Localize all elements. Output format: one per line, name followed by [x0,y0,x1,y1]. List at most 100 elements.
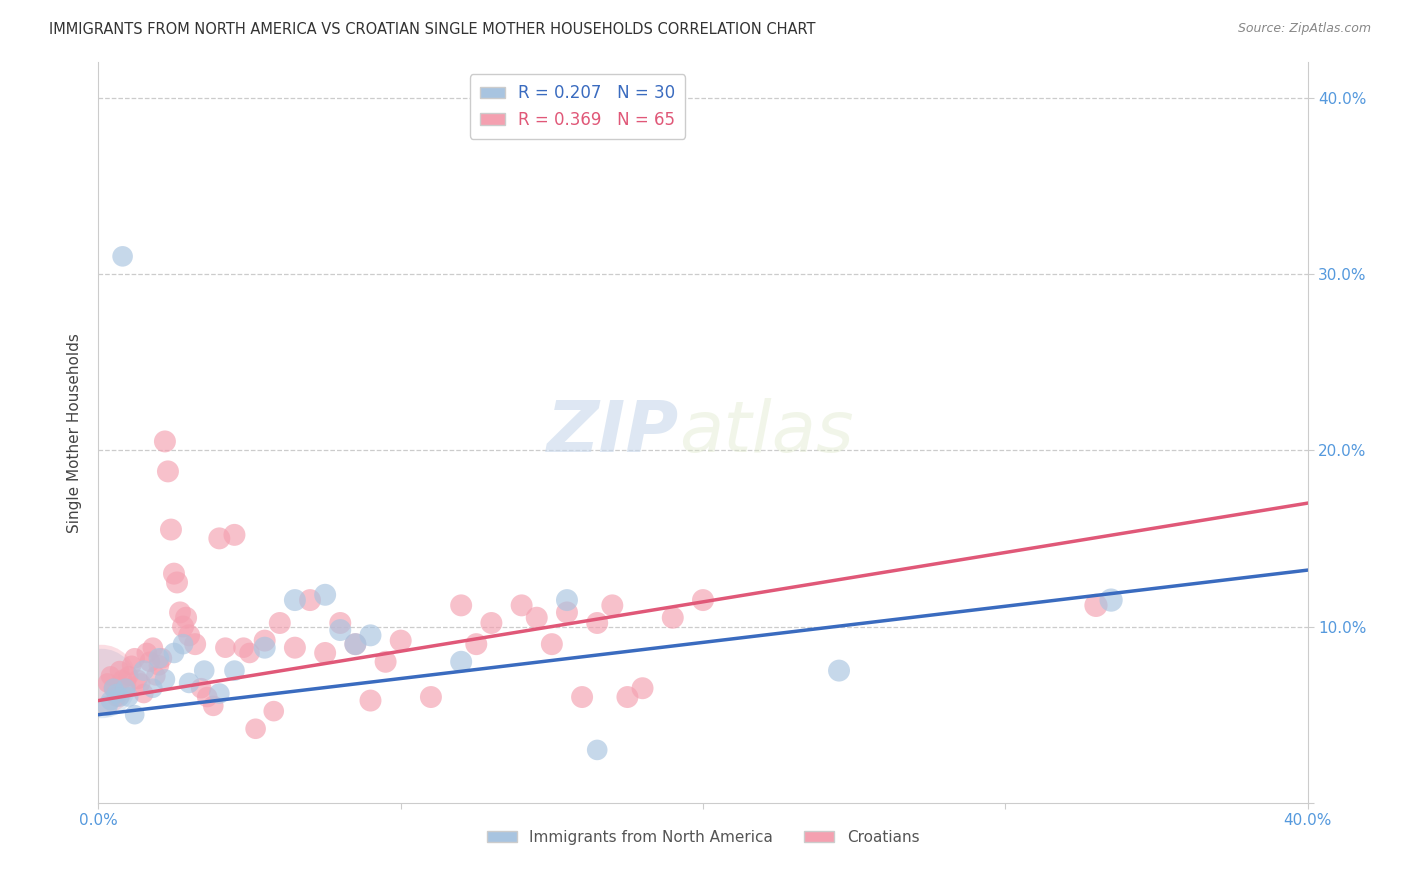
Point [118,669,141,683]
Point [111,673,134,687]
Point [103,681,125,696]
Point [103,681,125,696]
Point [208,686,231,700]
Point [90,676,112,690]
Point [139,655,162,669]
Point [184,637,207,651]
Point [114,681,136,696]
Point [150,651,173,665]
Point [208,532,231,546]
Point [314,588,336,602]
Point [1085,599,1108,613]
Point [108,690,131,704]
Point [153,673,176,687]
Point [374,655,396,669]
Point [465,637,488,651]
Point [195,690,218,704]
Point [193,664,215,678]
Point [540,637,562,651]
Point [360,628,382,642]
Point [96,676,118,690]
Point [828,664,851,678]
Point [214,640,236,655]
Point [202,698,225,713]
Point [108,664,131,678]
Point [314,646,336,660]
Point [179,628,201,642]
Point [586,615,609,630]
Point [135,646,157,660]
Text: atlas: atlas [679,398,853,467]
Point [269,615,291,630]
Point [90,673,112,687]
Point [121,658,143,673]
Point [142,681,165,696]
Point [148,658,170,673]
Point [111,249,134,263]
Point [169,606,191,620]
Point [153,434,176,449]
Point [450,655,472,669]
Point [172,637,194,651]
Point [299,593,322,607]
Point [1099,593,1122,607]
Point [124,651,146,665]
Point [145,669,167,683]
Point [389,633,412,648]
Point [555,606,578,620]
Point [239,646,262,660]
Point [586,743,609,757]
Text: ZIP: ZIP [547,398,679,467]
Point [602,599,624,613]
Point [190,681,212,696]
Point [114,681,136,696]
Text: Source: ZipAtlas.com: Source: ZipAtlas.com [1237,22,1371,36]
Point [105,686,128,700]
Point [263,704,285,718]
Point [224,528,246,542]
Point [132,664,155,678]
Point [510,599,533,613]
Point [420,690,443,704]
Point [160,523,183,537]
Point [142,640,165,655]
Point [100,693,122,707]
Point [360,693,382,707]
Point [174,610,197,624]
Point [253,633,276,648]
Point [232,640,254,655]
Point [450,599,472,613]
Point [253,640,276,655]
Legend: Immigrants from North America, Croatians: Immigrants from North America, Croatians [481,823,925,851]
Point [692,593,714,607]
Point [148,651,170,665]
Point [124,707,146,722]
Point [129,676,152,690]
Point [526,610,548,624]
Point [100,669,122,683]
Y-axis label: Single Mother Households: Single Mother Households [67,333,83,533]
Point [172,619,194,633]
Point [156,464,179,478]
Point [166,575,188,590]
Point [284,593,307,607]
Point [224,664,246,678]
Point [631,681,654,696]
Text: IMMIGRANTS FROM NORTH AMERICA VS CROATIAN SINGLE MOTHER HOUSEHOLDS CORRELATION C: IMMIGRANTS FROM NORTH AMERICA VS CROATIA… [49,22,815,37]
Point [344,637,367,651]
Point [571,690,593,704]
Point [132,686,155,700]
Point [179,676,201,690]
Point [163,566,186,581]
Point [245,722,267,736]
Point [163,646,186,660]
Point [329,623,352,637]
Point [96,698,118,713]
Point [329,615,352,630]
Point [481,615,503,630]
Point [661,610,683,624]
Point [105,690,128,704]
Point [127,673,149,687]
Point [284,640,307,655]
Point [616,690,638,704]
